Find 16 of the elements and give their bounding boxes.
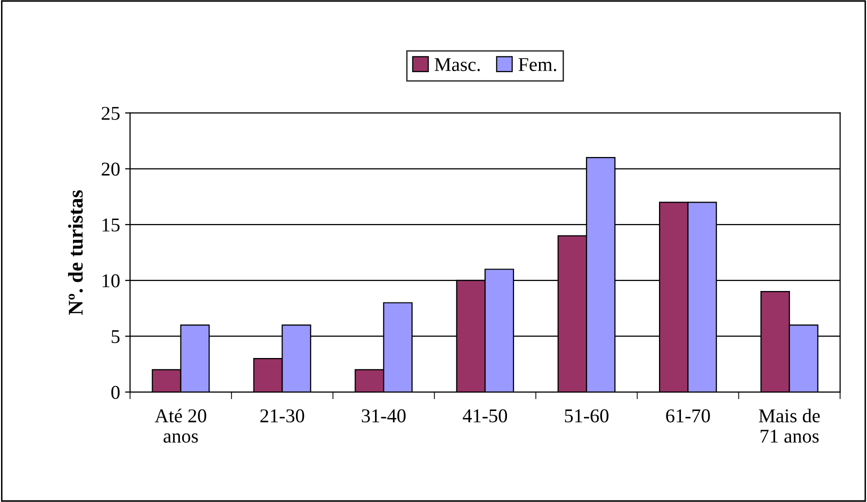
x-tick-label: 51-60 bbox=[564, 409, 608, 422]
x-tick-label: Até 20 anos bbox=[154, 408, 206, 443]
y-tick-label: 15 bbox=[102, 218, 120, 232]
legend-label: Masc. bbox=[434, 58, 480, 72]
y-tick-label: 10 bbox=[102, 274, 120, 288]
y-tick-label: 5 bbox=[112, 330, 120, 344]
y-tick-label: 0 bbox=[111, 386, 120, 399]
x-tick-label: 21-30 bbox=[260, 409, 304, 422]
y-axis-title: Nº. de turistas bbox=[68, 190, 83, 315]
x-tick-label: 41-50 bbox=[462, 409, 508, 422]
y-tick-label: 20 bbox=[102, 162, 120, 176]
x-tick-label: 31-40 bbox=[362, 409, 406, 422]
legend-label: Fem. bbox=[518, 58, 556, 72]
y-tick-label: 25 bbox=[102, 106, 120, 120]
x-tick-label: 61-70 bbox=[666, 409, 710, 422]
x-tick-label: Mais de 71 anos bbox=[758, 408, 820, 443]
